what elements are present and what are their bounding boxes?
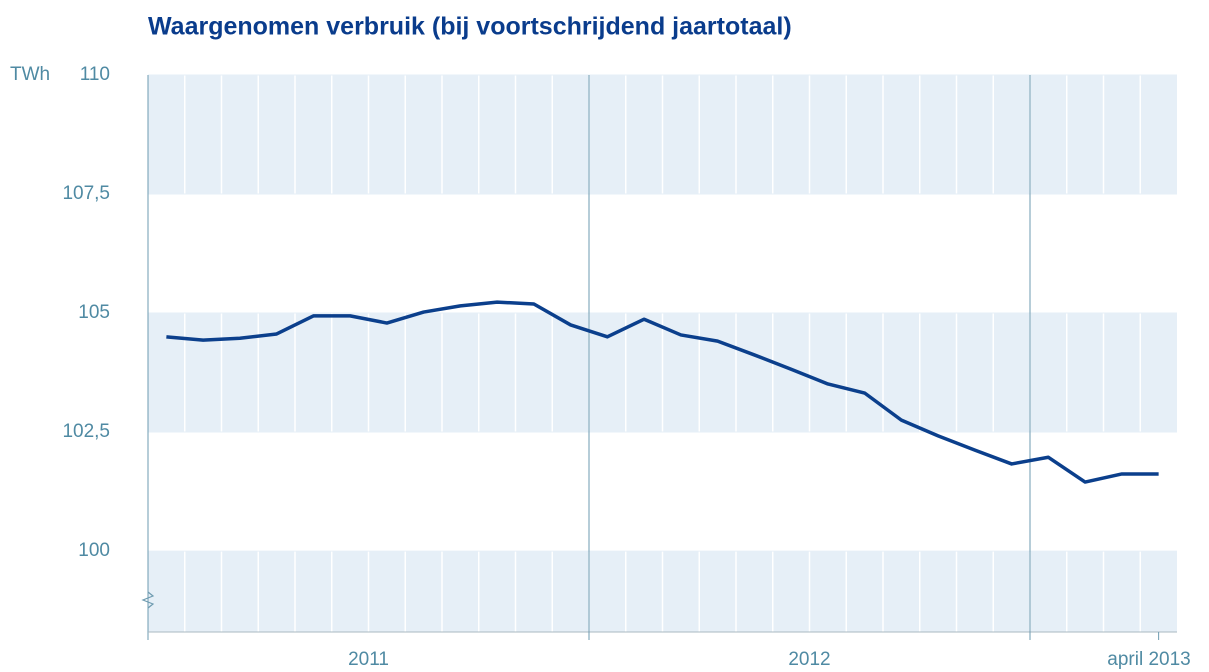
x-group-label: 2012 — [788, 649, 830, 670]
chart-title: Waargenomen verbruik (bij voortschrijden… — [148, 13, 792, 41]
y-tick-label: 110 — [80, 64, 110, 85]
y-tick-label: 100 — [78, 540, 110, 561]
y-tick-label: 105 — [78, 302, 110, 323]
x-tick-label: april 2013 — [1107, 649, 1190, 670]
y-axis-unit: TWh — [10, 64, 50, 85]
x-group-label: 2011 — [348, 649, 389, 670]
data-line — [166, 300, 1159, 484]
y-tick-label: 107,5 — [62, 183, 110, 204]
axis-break — [141, 591, 155, 609]
y-tick-label: 102,5 — [62, 421, 110, 442]
